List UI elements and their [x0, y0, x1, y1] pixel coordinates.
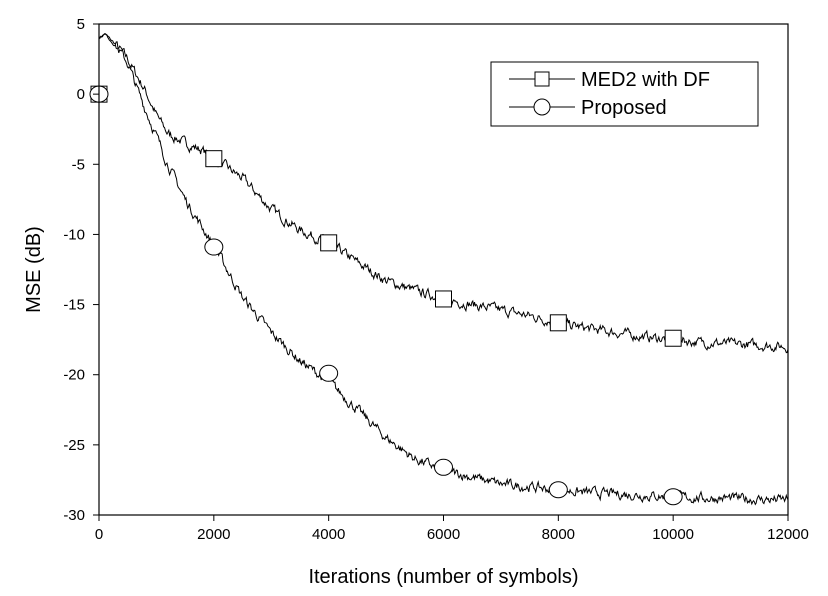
y-tick-label-5: -20 — [63, 367, 85, 384]
legend-marker-circle — [533, 98, 551, 116]
y-tick-label-4: -15 — [63, 297, 85, 314]
circle-marker-point — [204, 238, 224, 256]
x-tick-label-2: 4000 — [312, 526, 345, 543]
y-tick-label-0: 5 — [77, 16, 85, 33]
y-axis-title: MSE (dB) — [23, 226, 45, 313]
legend: MED2 with DF Proposed — [490, 61, 759, 127]
square-marker-point — [549, 314, 567, 332]
circle-marker-point — [319, 364, 339, 382]
square-marker-point — [435, 290, 452, 308]
y-tick-label-2: -5 — [72, 156, 85, 173]
y-tick-label-3: -10 — [63, 226, 85, 243]
x-tick-label-0: 0 — [95, 526, 103, 543]
x-tick-label-4: 8000 — [542, 526, 575, 543]
square-marker-point — [205, 150, 223, 168]
circle-marker-point — [663, 488, 683, 506]
circle-marker-point — [434, 458, 453, 476]
square-marker-point — [320, 234, 338, 252]
square-marker-point — [664, 329, 682, 347]
axes-layer: 0 2000 4000 6000 8000 10000 12000 5 0 -5 -10 -15 -20… — [63, 16, 809, 543]
legend-label-proposed: Proposed — [581, 97, 667, 119]
x-tick-label-3: 6000 — [427, 526, 460, 543]
legend-item-med2: MED2 with DF — [509, 69, 710, 91]
legend-marker-square — [534, 71, 550, 87]
legend-label-med2: MED2 with DF — [581, 69, 710, 91]
y-tick-label-1: 0 — [77, 86, 85, 103]
x-axis-title: Iterations (number of symbols) — [308, 566, 578, 588]
circle-marker-point — [548, 481, 568, 499]
x-tick-label-6: 12000 — [767, 526, 809, 543]
y-tick-label-6: -25 — [63, 437, 85, 454]
x-tick-label-1: 2000 — [197, 526, 230, 543]
y-tick-label-7: -30 — [63, 507, 85, 524]
x-tick-label-5: 10000 — [652, 526, 694, 543]
legend-item-proposed: Proposed — [509, 97, 667, 119]
